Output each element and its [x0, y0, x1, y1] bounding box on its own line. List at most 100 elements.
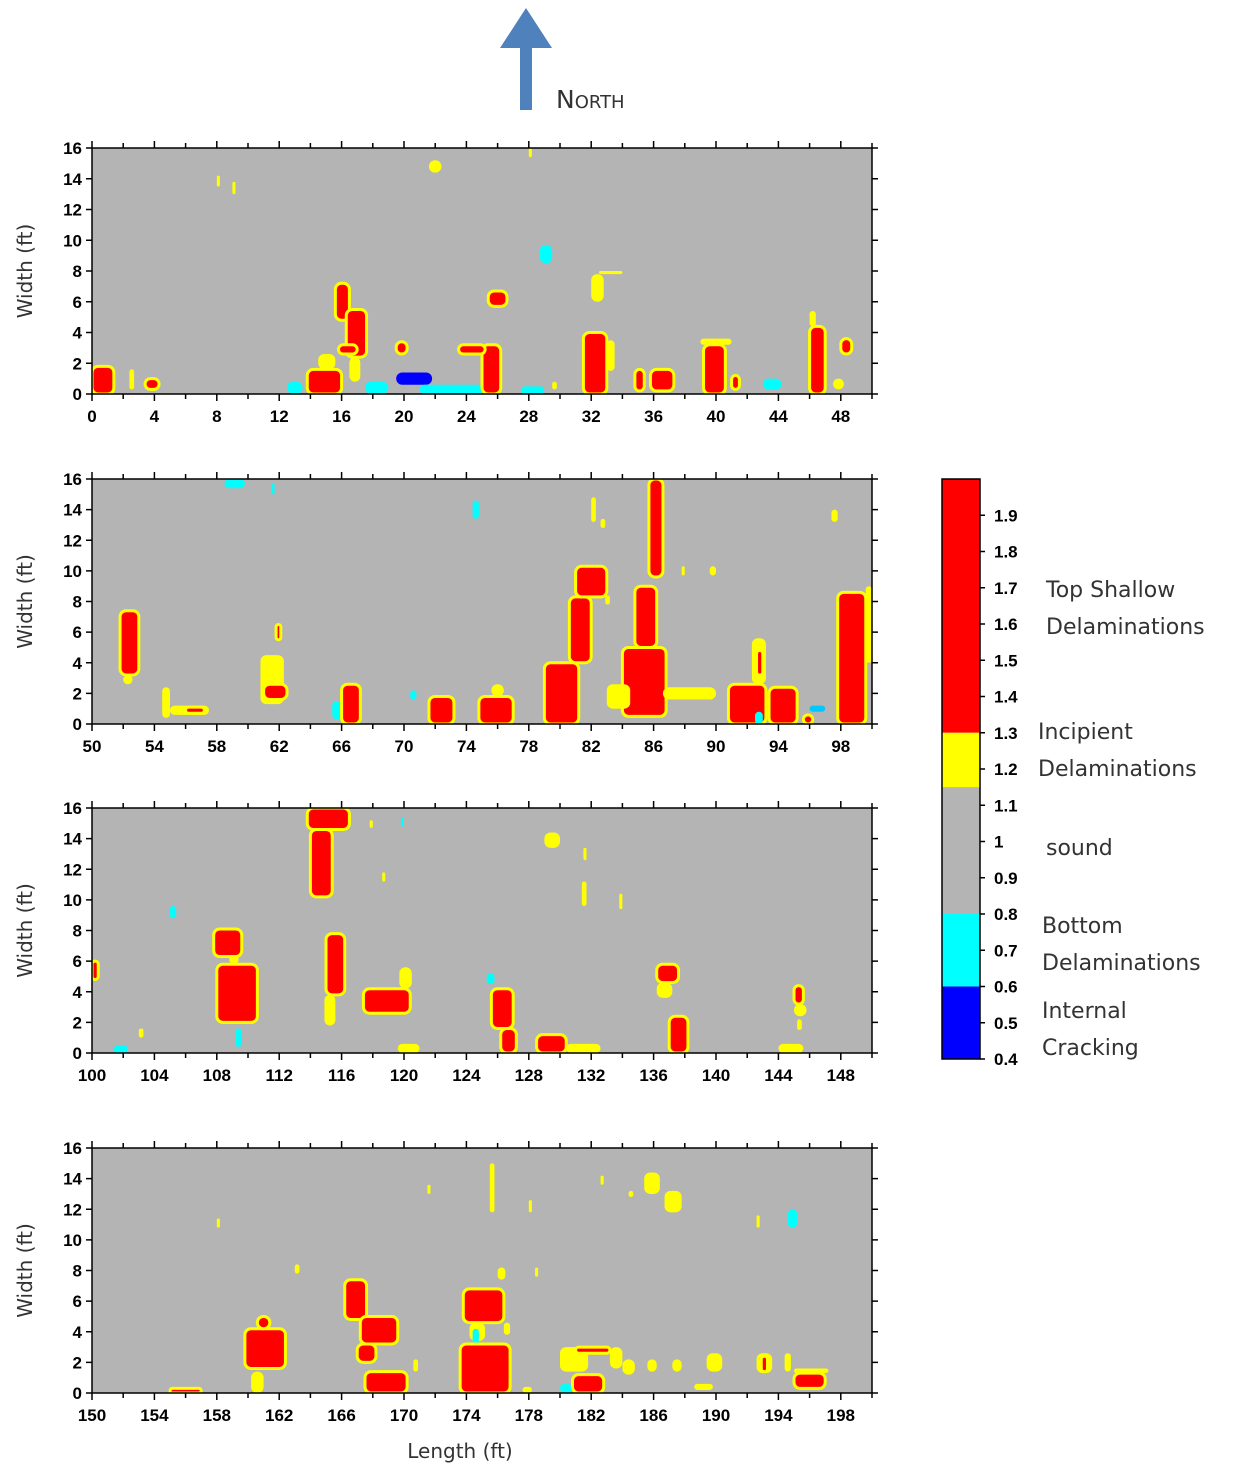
region-incipient: [427, 1184, 431, 1194]
colorbar-tick-label: 0.4: [994, 1050, 1018, 1069]
region-top-shallow: [801, 713, 815, 724]
x-tick-label: 108: [203, 1066, 231, 1085]
colorbar-category-label: Bottom Delaminations: [1042, 914, 1201, 976]
region-top-shallow: [355, 1342, 378, 1364]
region-incipient: [599, 271, 623, 275]
y-tick-label: 6: [73, 623, 82, 642]
heatmap-panel-2: 50 54 58 62 66 70 74 78 82 86 90 94 98 0 2 4 6 8 10 12 14 16 W…: [13, 470, 878, 756]
y-axis-title: Width (ft): [13, 554, 37, 649]
x-tick-label: 112: [265, 1066, 292, 1085]
y-tick-label: 8: [73, 922, 82, 941]
x-tick-label: 66: [332, 737, 351, 756]
x-tick-label: 132: [577, 1066, 605, 1085]
y-tick-label: 6: [73, 952, 82, 971]
y-tick-label: 8: [73, 593, 82, 612]
x-tick-label: 70: [395, 737, 414, 756]
region-incipient: [369, 820, 373, 828]
region-bottom: [560, 1383, 573, 1393]
region-bottom: [332, 701, 342, 720]
region-top-shallow: [340, 682, 362, 724]
x-tick-label: 148: [827, 1066, 855, 1085]
colorbar-tick-label: 1.1: [994, 796, 1018, 815]
colorbar-tick-label: 1.3: [994, 724, 1018, 743]
x-tick-label: 128: [515, 1066, 543, 1085]
y-tick-label: 0: [73, 385, 82, 404]
y-tick-label: 10: [63, 562, 82, 581]
region-bottom: [762, 378, 782, 390]
x-tick-label: 94: [769, 737, 788, 756]
heatmap-panel-3: 100 104 108 112 116 120 124 128 132 136 140 144 1480…: [13, 799, 878, 1085]
region-top-shallow: [730, 374, 741, 391]
y-tick-label: 10: [63, 891, 82, 910]
region-top-shallow: [168, 1386, 203, 1393]
region-top-shallow: [792, 984, 805, 1006]
x-tick-label: 166: [327, 1406, 355, 1425]
y-tick-label: 16: [63, 1139, 82, 1158]
region-incipient: [129, 369, 135, 390]
region-top-shallow: [633, 367, 646, 393]
region-incipient: [522, 1386, 532, 1393]
y-tick-label: 4: [73, 324, 83, 343]
region-top-shallow: [343, 1278, 369, 1321]
colorbar-tick-label: 0.9: [994, 869, 1018, 888]
region-top-shallow: [92, 959, 100, 981]
region-bottom: [539, 244, 553, 264]
region-incipient: [794, 1368, 829, 1374]
colorbar-tick-label: 1.5: [994, 651, 1018, 670]
north-arrow-icon: [500, 8, 552, 110]
colorbar-category-label: sound: [1046, 836, 1113, 861]
region-incipient: [709, 566, 716, 576]
region-top-shallow: [808, 324, 827, 394]
region-internal: [396, 372, 433, 385]
x-tick-label: 178: [515, 1406, 543, 1425]
region-incipient: [229, 955, 239, 965]
region-top-shallow: [143, 377, 161, 391]
region-top-shallow: [461, 1287, 506, 1325]
x-tick-label: 140: [702, 1066, 730, 1085]
region-incipient: [833, 378, 844, 390]
x-tick-label: 48: [831, 407, 850, 426]
colorbar-band-internal: [942, 986, 980, 1059]
x-tick-label: 186: [639, 1406, 667, 1425]
region-incipient: [294, 1264, 300, 1274]
colorbar-tick-label: 1.8: [994, 543, 1018, 562]
y-tick-label: 12: [63, 531, 82, 550]
region-bottom: [400, 817, 404, 827]
region-incipient: [232, 181, 236, 195]
region-incipient: [609, 1347, 623, 1369]
colorbar-tick-label: 1.6: [994, 615, 1018, 634]
colorbar-category-label: Incipient Delaminations: [1038, 720, 1197, 782]
y-tick-label: 10: [63, 1231, 82, 1250]
region-incipient: [413, 1359, 419, 1372]
x-tick-label: 86: [644, 737, 663, 756]
region-incipient: [566, 1043, 601, 1053]
x-tick-label: 8: [212, 407, 221, 426]
colorbar-tick-label: 0.5: [994, 1014, 1018, 1033]
x-tick-label: 16: [332, 407, 351, 426]
region-top-shallow: [542, 661, 581, 724]
region-incipient: [349, 357, 361, 382]
x-tick-label: 150: [78, 1406, 106, 1425]
region-top-shallow: [212, 927, 244, 959]
region-bottom: [170, 906, 177, 919]
region-top-shallow: [667, 1014, 690, 1053]
y-tick-label: 4: [73, 983, 83, 1002]
region-top-shallow: [574, 564, 609, 599]
y-tick-label: 14: [63, 830, 82, 849]
region-top-shallow: [394, 340, 409, 356]
region-top-shallow: [308, 827, 334, 899]
region-incipient: [600, 1175, 604, 1185]
x-tick-label: 20: [395, 407, 414, 426]
region-incipient: [865, 586, 872, 663]
region-light-blue: [809, 705, 826, 712]
region-incipient: [778, 1043, 804, 1053]
y-tick-label: 12: [63, 860, 82, 879]
region-top-shallow: [255, 1314, 272, 1331]
region-top-shallow: [363, 1370, 409, 1393]
y-tick-label: 4: [73, 1323, 83, 1342]
x-tick-label: 82: [582, 737, 601, 756]
x-tick-label: 24: [457, 407, 476, 426]
colorbar-band-top-shallow: [942, 479, 980, 733]
region-top-shallow: [767, 685, 799, 724]
